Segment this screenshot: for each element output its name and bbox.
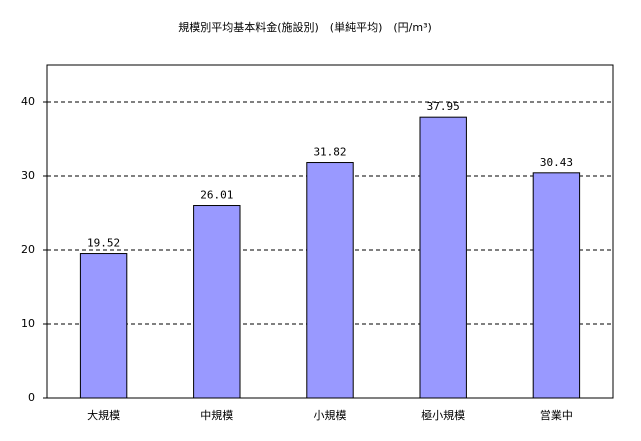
- x-tick-label: 大規模: [87, 408, 120, 422]
- data-label: 37.95: [427, 100, 460, 113]
- x-tick-label: 中規模: [200, 408, 233, 422]
- bar: [419, 116, 467, 399]
- y-tick-label: 40: [21, 95, 35, 108]
- data-label: 31.82: [313, 146, 346, 159]
- data-label: 19.52: [87, 237, 120, 250]
- data-label: 26.01: [200, 189, 233, 202]
- y-tick-label: 20: [21, 243, 35, 256]
- x-tick-label: 小規模: [314, 408, 347, 422]
- y-tick-label: 0: [28, 391, 35, 404]
- data-label: 30.43: [540, 156, 573, 169]
- x-tick-label: 極小規模: [421, 408, 465, 422]
- y-tick-label: 10: [21, 317, 35, 330]
- bar: [306, 162, 354, 399]
- bar: [532, 172, 581, 399]
- y-tick-label: 30: [21, 169, 35, 182]
- x-tick-label: 営業中: [540, 408, 573, 422]
- bar: [79, 253, 128, 399]
- chart-title: 規模別平均基本料金(施設別) (単純平均) (円/m³): [178, 20, 432, 34]
- bar: [193, 205, 241, 399]
